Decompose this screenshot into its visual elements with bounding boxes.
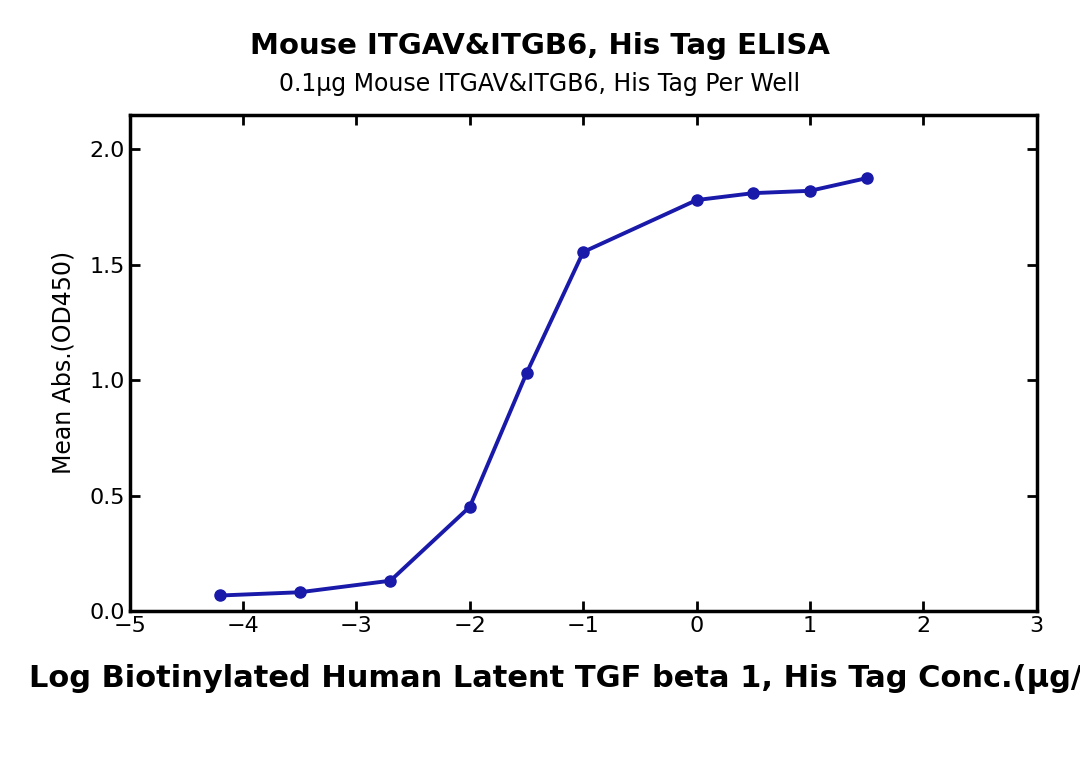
Text: Mouse ITGAV&ITGB6, His Tag ELISA: Mouse ITGAV&ITGB6, His Tag ELISA: [251, 32, 829, 60]
X-axis label: Log Biotinylated Human Latent TGF beta 1, His Tag Conc.(μg/ml): Log Biotinylated Human Latent TGF beta 1…: [28, 664, 1080, 694]
Y-axis label: Mean Abs.(OD450): Mean Abs.(OD450): [52, 251, 76, 474]
Text: 0.1μg Mouse ITGAV&ITGB6, His Tag Per Well: 0.1μg Mouse ITGAV&ITGB6, His Tag Per Wel…: [280, 72, 800, 96]
